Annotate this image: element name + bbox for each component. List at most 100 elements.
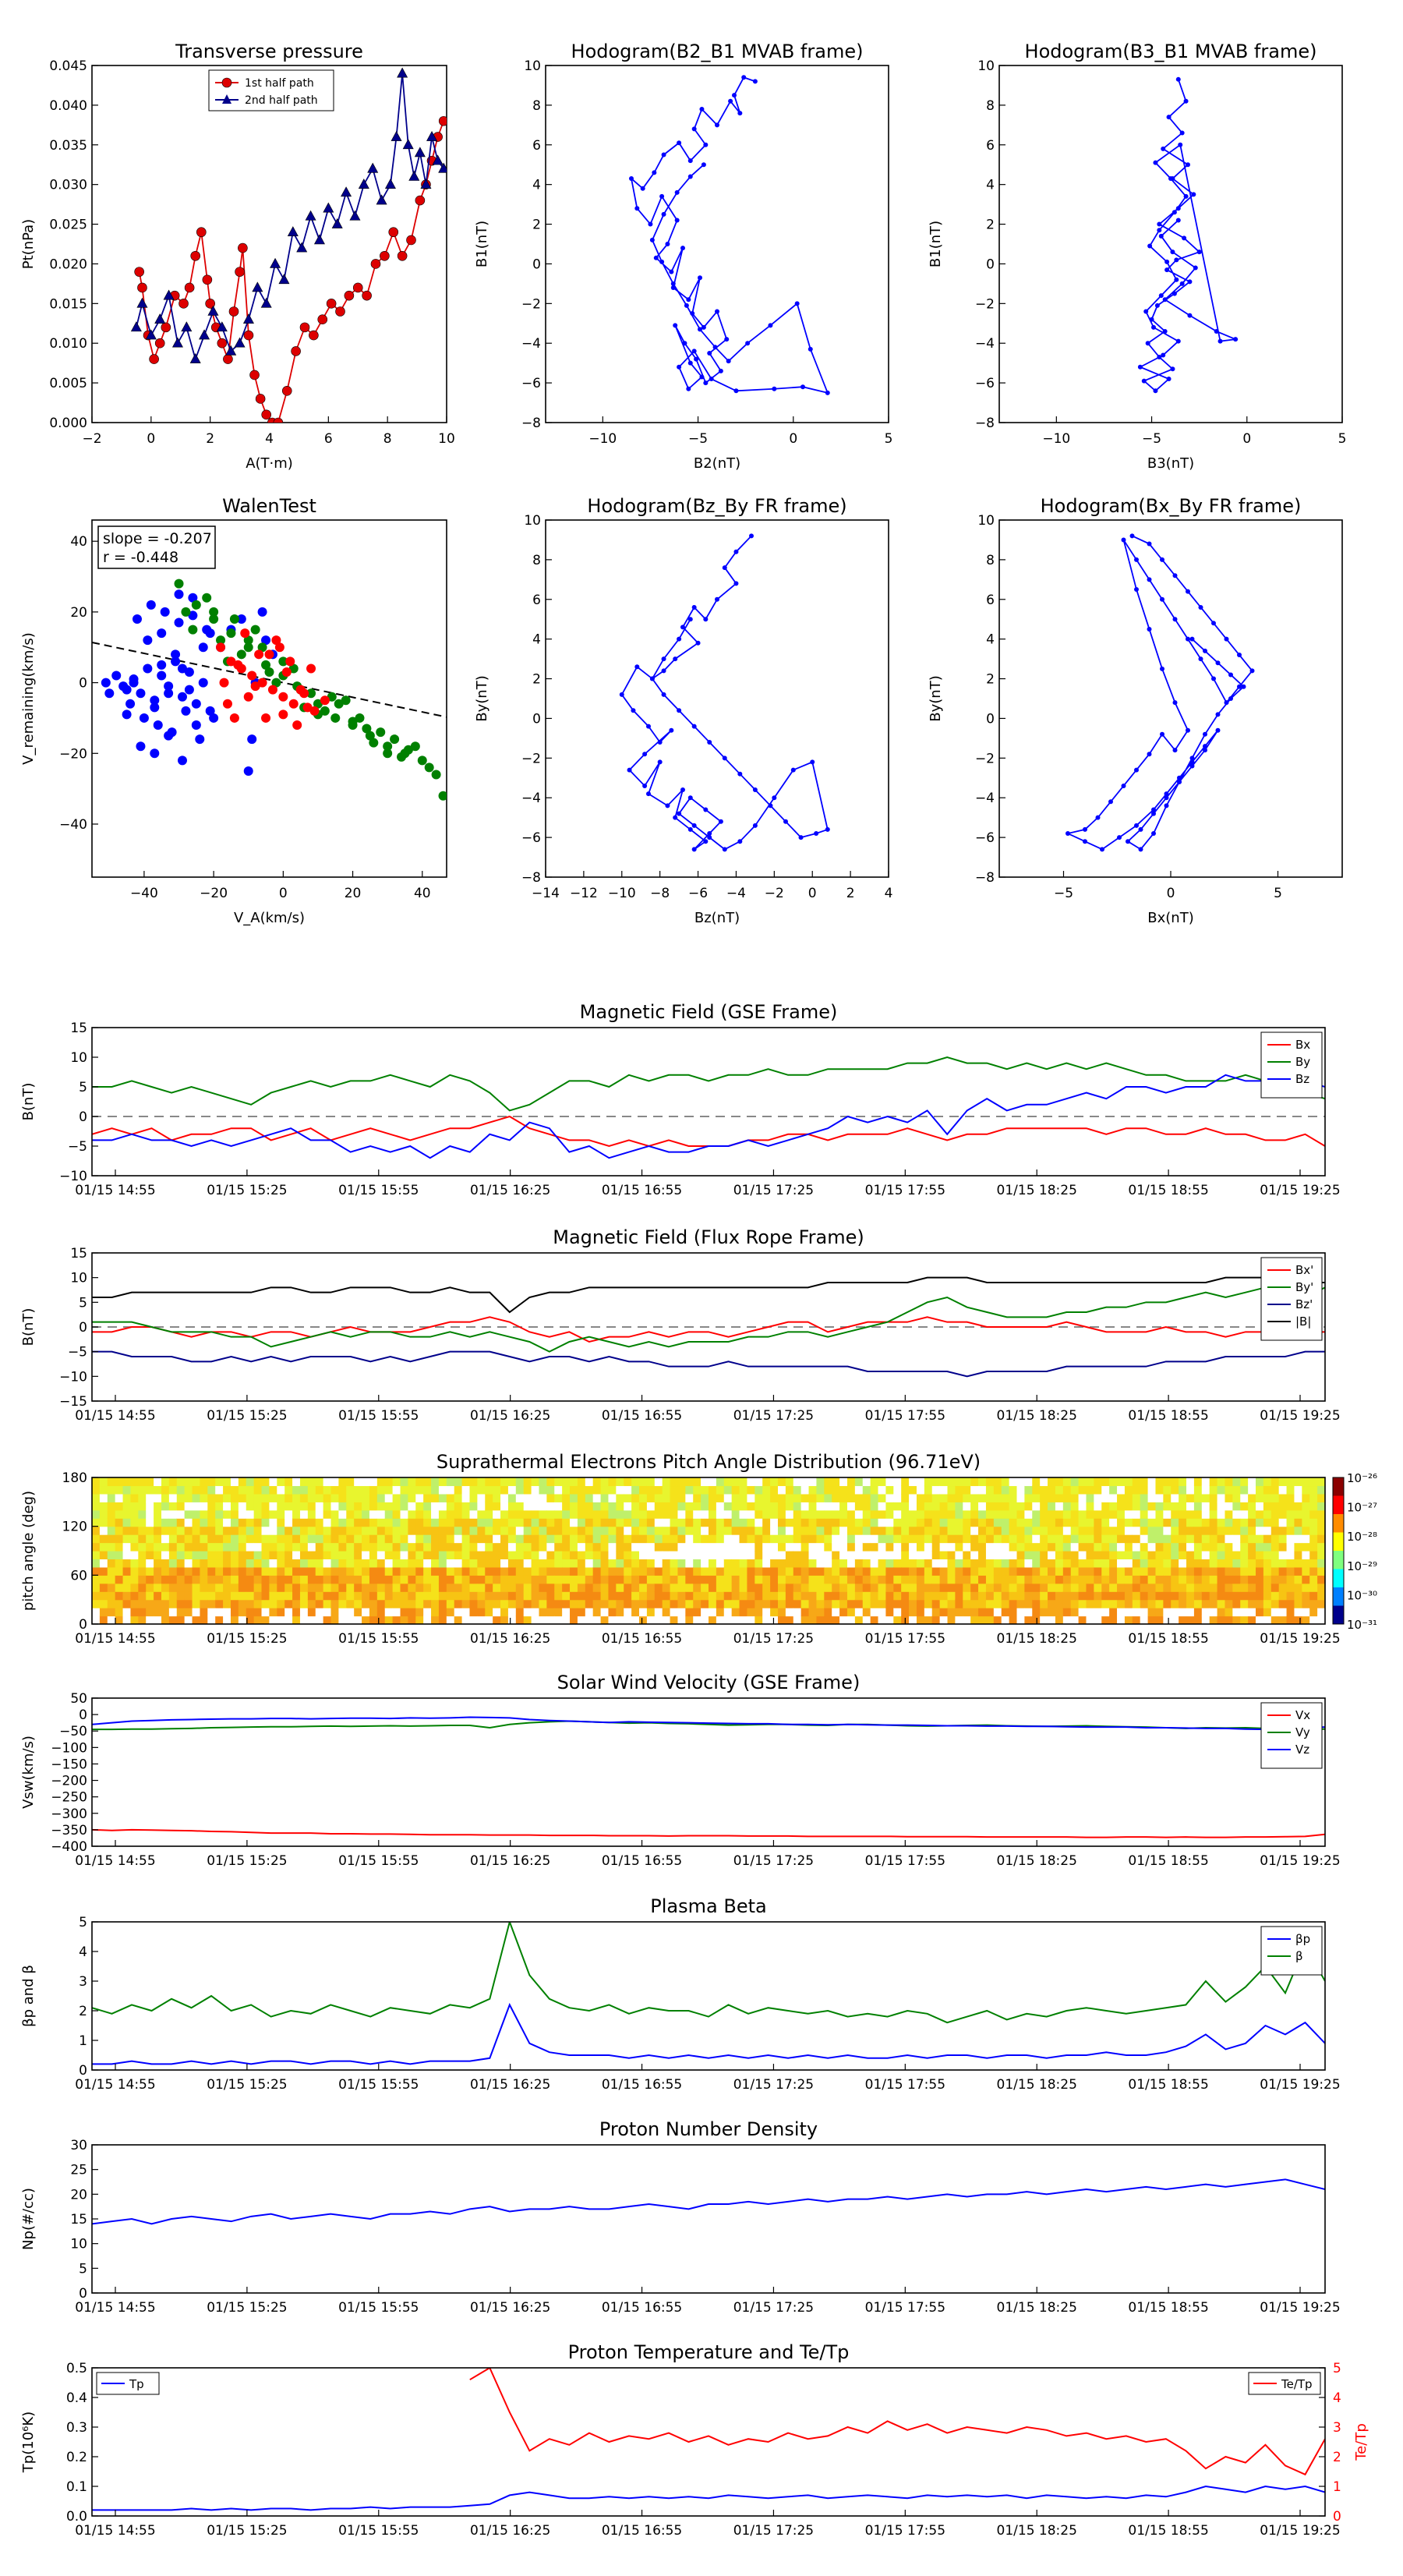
scatter-point [177, 663, 187, 674]
heatmap-cell [1124, 1518, 1133, 1527]
heatmap-cell [570, 1608, 578, 1617]
beta-plot-frame [91, 1921, 1326, 2071]
heatmap-cell [246, 1583, 255, 1592]
heatmap-cell [616, 1551, 624, 1560]
heatmap-cell [677, 1591, 686, 1601]
heatmap-cell [269, 1502, 277, 1511]
heatmap-cell [677, 1526, 686, 1535]
scatter-point [132, 614, 142, 624]
heatmap-cell [161, 1502, 170, 1511]
heatmap-cell [315, 1615, 324, 1624]
heatmap-cell [531, 1526, 540, 1535]
heatmap-cell [184, 1599, 193, 1608]
heatmap-cell [1179, 1566, 1187, 1576]
annotation-r: r = -0.448 [103, 549, 178, 566]
heatmap-cell [616, 1485, 624, 1495]
heatmap-cell [1109, 1599, 1118, 1608]
heatmap-cell [176, 1599, 186, 1608]
heatmap-cell [755, 1559, 763, 1568]
heatmap-cell [893, 1591, 902, 1601]
heatmap-cell [431, 1566, 440, 1576]
hodo_bzby-ytick-label: −8 [521, 870, 541, 886]
heatmap-cell [600, 1591, 610, 1601]
beta-xtick-label: 01/15 14:55 [75, 2077, 155, 2093]
heatmap-cell [901, 1583, 910, 1592]
heatmap-cell [716, 1493, 725, 1502]
heatmap-cell [362, 1526, 370, 1535]
heatmap-cell [755, 1493, 763, 1502]
heatmap-cell [670, 1591, 679, 1601]
data-point [1145, 341, 1150, 346]
heatmap-cell [200, 1575, 208, 1584]
heatmap-cell [570, 1485, 578, 1495]
heatmap-cell [970, 1502, 979, 1511]
heatmap-cell [955, 1583, 963, 1592]
heatmap-cell [846, 1575, 856, 1584]
scatter-point [257, 678, 267, 688]
heatmap-cell [670, 1599, 679, 1608]
heatmap-cell [646, 1591, 656, 1601]
data-point [673, 323, 678, 328]
heatmap-cell [1232, 1583, 1241, 1592]
heatmap-cell [785, 1526, 794, 1535]
heatmap-cell [777, 1591, 786, 1601]
vel-ytick-label: −100 [51, 1740, 87, 1756]
data-point [1186, 727, 1190, 733]
beta-ytick-label: 4 [79, 1944, 87, 1960]
heatmap-cell [253, 1518, 263, 1527]
heatmap-cell [292, 1559, 301, 1568]
heatmap-cell [939, 1608, 949, 1617]
heatmap-cell [777, 1608, 786, 1617]
vel-ytick-label: −200 [51, 1774, 87, 1789]
heatmap-cell [438, 1502, 447, 1511]
series-line [469, 2368, 1325, 2476]
heatmap-cell [531, 1485, 540, 1495]
heatmap-cell [808, 1599, 818, 1608]
heatmap-cell [362, 1542, 370, 1552]
data-marker [260, 297, 272, 308]
heatmap-cell [1009, 1599, 1018, 1608]
heatmap-cell [570, 1534, 578, 1544]
heatmap-cell [909, 1502, 917, 1511]
heatmap-cell [870, 1509, 879, 1519]
heatmap-cell [901, 1551, 910, 1560]
heatmap-cell [901, 1509, 910, 1519]
heatmap-cell [685, 1542, 694, 1552]
heatmap-cell [670, 1542, 679, 1552]
heatmap-cell [1101, 1534, 1110, 1544]
data-point [737, 771, 743, 777]
data-point [1126, 839, 1130, 844]
heatmap-cell [747, 1534, 755, 1544]
heatmap-cell [1248, 1575, 1256, 1584]
heatmap-cell [461, 1542, 471, 1552]
density-ytick-label: 30 [70, 2138, 87, 2153]
heatmap-cell [777, 1566, 786, 1576]
heatmap-cell [107, 1575, 116, 1584]
heatmap-cell [639, 1608, 648, 1617]
vel-xtick-label: 01/15 16:55 [602, 1853, 682, 1869]
scatter-point [267, 685, 277, 695]
scatter-point [271, 635, 281, 646]
mag_fr-ytick-label: −10 [59, 1369, 87, 1385]
heatmap-cell [554, 1575, 563, 1584]
heatmap-cell [978, 1477, 987, 1487]
data-point [653, 255, 659, 260]
heatmap-cell [1062, 1526, 1072, 1535]
data-marker [261, 409, 272, 420]
heatmap-cell [909, 1599, 917, 1608]
heatmap-cell [1186, 1591, 1195, 1601]
heatmap-cell [1263, 1591, 1272, 1601]
heatmap-cell [192, 1559, 201, 1568]
pad-xtick-label: 01/15 16:55 [602, 1631, 682, 1647]
heatmap-cell [901, 1477, 910, 1487]
heatmap-cell [800, 1615, 810, 1624]
heatmap-cell [862, 1583, 871, 1592]
data-point [772, 795, 777, 801]
heatmap-cell [485, 1575, 493, 1584]
scatter-point [292, 720, 302, 731]
heatmap-cell [846, 1608, 856, 1617]
heatmap-cell [1186, 1599, 1195, 1608]
heatmap-cell [870, 1591, 879, 1601]
heatmap-cell [400, 1518, 408, 1527]
heatmap-cell [1094, 1566, 1102, 1576]
